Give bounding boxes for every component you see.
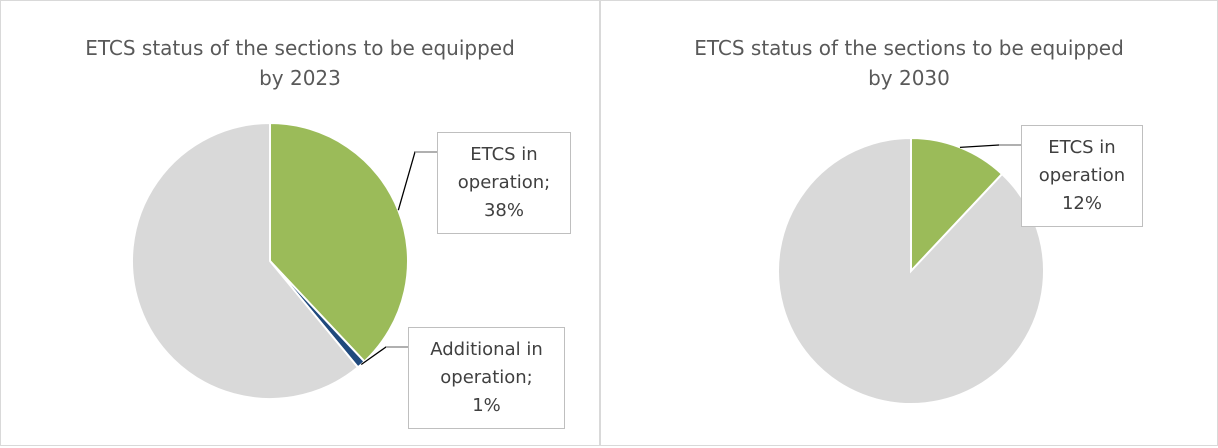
data-label: ETCS in operation; 38% (437, 132, 571, 234)
pie-slice (131, 121, 360, 400)
label-value: 12% (1061, 193, 1102, 214)
pie-slice (269, 121, 409, 364)
pie-slice (777, 136, 1045, 405)
pie-slice (910, 136, 1004, 274)
pie-chart (131, 121, 437, 400)
pie-chart (777, 136, 1045, 405)
chart-title: ETCS status of the sections to be equipp… (85, 36, 515, 90)
chart-title: ETCS status of the sections to be equipp… (694, 36, 1124, 90)
label-value: 38% (483, 200, 524, 221)
label-category: ETCS in operation; (457, 144, 551, 193)
label-value: 1% (472, 395, 501, 416)
chart-panel: ETCS status of the sections to be equipp… (0, 0, 600, 446)
label-category: Additional in operation; (430, 339, 543, 388)
leader-line (397, 151, 437, 211)
chart-panel: ETCS status of the sections to be equipp… (600, 0, 1218, 446)
label-category: ETCS in operation (1038, 137, 1126, 186)
data-label: ETCS in operation 12% (1021, 125, 1143, 227)
data-label: Additional in operation; 1% (408, 327, 565, 429)
